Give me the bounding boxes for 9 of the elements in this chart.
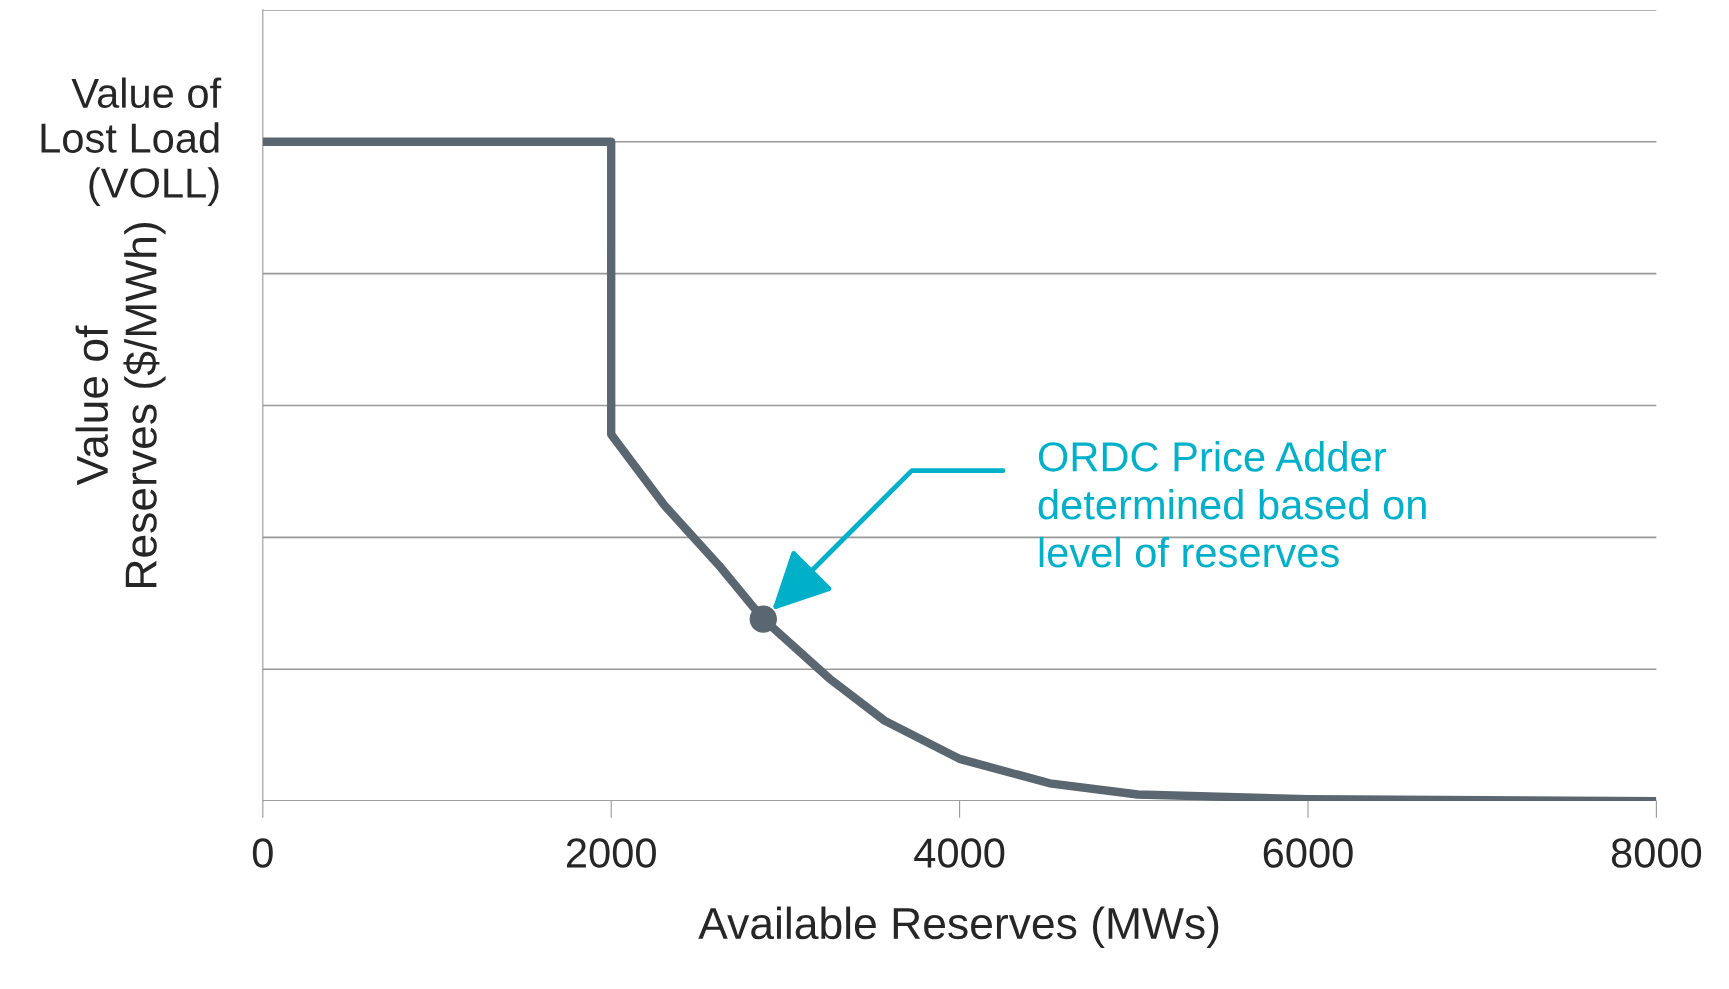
x-tick-label: 4000 [914,838,1005,868]
annotation: ORDC Price Adder determined based on level of reserves [1038,441,1426,568]
x-tick-label: 2000 [566,838,656,868]
x-tick-label: 6000 [1263,838,1353,868]
x-tick-label: 0 [252,838,273,868]
annotation: Value of Lost Load (VOLL) [41,77,222,207]
y-axis-title: Value of Reserves ($/MWh) [75,223,166,588]
x-tick-label: 8000 [1611,838,1702,868]
x-axis-title: Available Reserves (MWs) [698,906,1219,949]
